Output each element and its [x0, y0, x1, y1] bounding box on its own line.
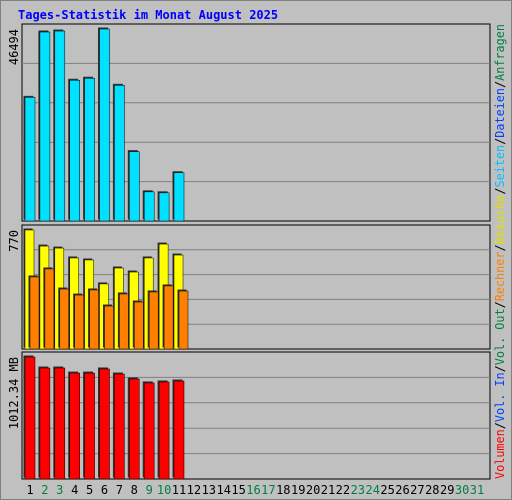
bar: [99, 368, 110, 480]
bar: [178, 290, 189, 350]
y-tick-label: 770: [7, 230, 21, 252]
x-tick-label: 12: [187, 483, 201, 497]
x-tick-label: 1: [26, 483, 33, 497]
legend-entry: Volumen: [493, 429, 507, 479]
bar: [143, 191, 155, 222]
bar: [129, 378, 140, 480]
x-tick-label: 5: [86, 483, 93, 497]
legend-entry: Vol. Out: [493, 308, 507, 365]
chart-title: Tages-Statistik im Monat August 2025: [18, 8, 278, 22]
x-tick-label: 10: [157, 483, 171, 497]
x-tick-label: 13: [202, 483, 216, 497]
bar: [74, 294, 84, 350]
bar: [54, 367, 66, 480]
bar: [148, 291, 159, 350]
legend-entry: Seiten: [493, 145, 507, 188]
x-tick-label: 23: [351, 483, 365, 497]
bar: [143, 382, 155, 480]
bar: [114, 85, 125, 222]
bar: [69, 372, 80, 480]
legend-separator: /: [493, 301, 507, 308]
x-tick-label: 4: [71, 483, 78, 497]
bar: [24, 356, 36, 480]
legend-entry: Rechner: [493, 252, 507, 302]
x-tick-label: 18: [276, 483, 290, 497]
bar: [119, 293, 129, 350]
bar: [173, 172, 185, 222]
legend-separator: /: [493, 188, 507, 195]
bar: [129, 151, 140, 222]
y-tick-label: 46494: [7, 29, 21, 65]
bar: [24, 97, 36, 222]
x-tick-label: 20: [306, 483, 320, 497]
y-tick-label: 1012.34 MB: [7, 357, 21, 429]
x-tick-label: 3: [56, 483, 63, 497]
legend-entry: Besuche: [493, 195, 507, 245]
legend-separator: /: [493, 244, 507, 251]
x-tick-label: 17: [261, 483, 275, 497]
bar: [84, 77, 95, 222]
bar: [134, 301, 144, 350]
x-tick-label: 24: [365, 483, 379, 497]
bar: [54, 30, 66, 222]
x-tick-label: 22: [336, 483, 350, 497]
bar: [163, 285, 174, 350]
x-tick-label: 25: [380, 483, 394, 497]
x-tick-label: 6: [101, 483, 108, 497]
bar: [114, 373, 125, 480]
x-tick-label: 29: [440, 483, 454, 497]
x-tick-label: 27: [410, 483, 424, 497]
legend-separator: /: [493, 422, 507, 429]
bar: [158, 381, 170, 480]
x-tick-label: 30: [455, 483, 469, 497]
x-tick-label: 31: [470, 483, 484, 497]
bar: [99, 28, 110, 222]
bar: [29, 276, 40, 350]
legend-separator: /: [493, 138, 507, 145]
x-tick-label: 11: [172, 483, 186, 497]
bar: [158, 192, 170, 222]
legend: Volumen/Vol. In/Vol. Out/Rechner/Besuche…: [493, 24, 507, 479]
legend-separator: /: [493, 365, 507, 372]
x-tick-label: 14: [216, 483, 230, 497]
bar: [59, 288, 70, 350]
x-tick-label: 9: [146, 483, 153, 497]
legend-entry: Anfragen: [493, 24, 507, 81]
x-tick-label: 15: [231, 483, 245, 497]
legend-entry: Vol. In: [493, 372, 507, 422]
bar: [84, 372, 95, 480]
x-tick-label: 7: [116, 483, 123, 497]
bar: [44, 268, 55, 350]
bar: [69, 80, 80, 222]
legend-entry: Dateien: [493, 88, 507, 138]
bar: [39, 31, 51, 222]
bar: [39, 367, 51, 480]
x-tick-label: 26: [395, 483, 409, 497]
x-tick-label: 8: [131, 483, 138, 497]
legend-separator: /: [493, 81, 507, 88]
x-tick-label: 19: [291, 483, 305, 497]
x-tick-label: 2: [41, 483, 48, 497]
bar: [89, 289, 99, 350]
x-tick-label: 16: [246, 483, 260, 497]
x-tick-label: 21: [321, 483, 335, 497]
bar: [104, 305, 114, 350]
x-tick-label: 28: [425, 483, 439, 497]
bar: [173, 380, 185, 480]
